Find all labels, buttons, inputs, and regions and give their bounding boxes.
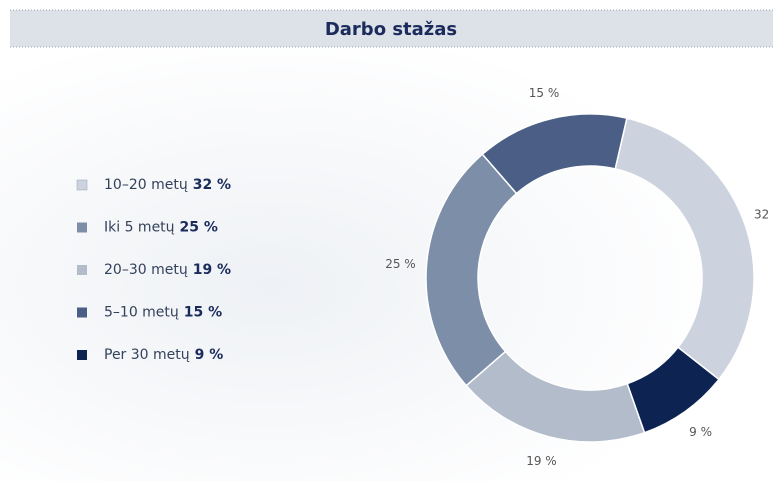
legend-label: 10–20 metų	[104, 177, 188, 193]
data-label: 9 %	[689, 425, 712, 439]
legend-value: 9 %	[195, 347, 224, 363]
legend-label: Per 30 metų	[104, 347, 190, 363]
legend-entry: Per 30 metų 9 %	[104, 347, 223, 363]
legend-swatch	[77, 350, 87, 360]
donut-segment	[425, 153, 518, 387]
legend-entry: 10–20 metų 32 %	[104, 177, 231, 193]
legend-value: 32 %	[193, 177, 231, 193]
legend-label: Iki 5 metų	[104, 220, 175, 236]
donut-segment	[614, 117, 755, 381]
legend-value: 25 %	[180, 220, 218, 236]
legend-label: 5–10 metų	[104, 305, 179, 321]
legend-swatch	[77, 307, 87, 318]
legend-swatch	[77, 265, 87, 275]
chart-title: Darbo stažas	[325, 19, 457, 40]
data-label: 25 %	[385, 257, 416, 271]
legend-swatch	[77, 222, 87, 233]
legend-value: 19 %	[193, 262, 231, 278]
legend-entry: 5–10 metų 15 %	[104, 305, 222, 321]
legend-value: 15 %	[184, 305, 222, 321]
header-band	[10, 10, 773, 47]
legend-entry: 20–30 metų 19 %	[104, 262, 231, 278]
data-label: 32 %	[754, 207, 773, 221]
data-label: 15 %	[529, 86, 560, 100]
legend-label: 20–30 metų	[104, 262, 188, 278]
data-label: 19 %	[526, 454, 557, 468]
donut-segment	[481, 113, 628, 195]
legend-swatch	[76, 179, 88, 191]
legend-entry: Iki 5 metų 25 %	[104, 220, 218, 236]
